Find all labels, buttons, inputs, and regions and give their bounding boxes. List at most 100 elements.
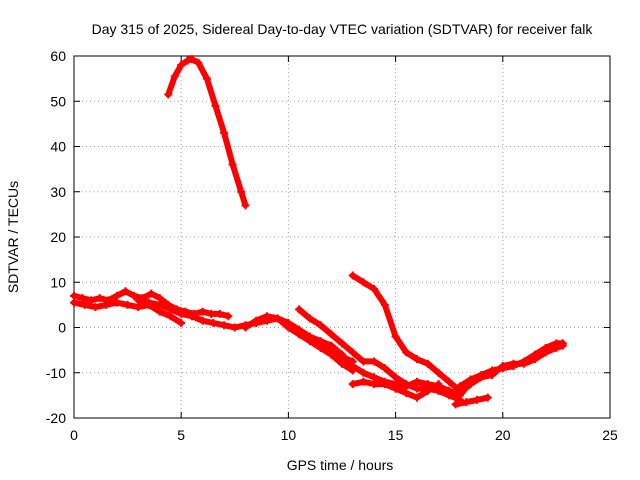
data-point [220, 128, 229, 137]
data-point [91, 303, 100, 312]
data-point [434, 368, 443, 377]
data-point [209, 318, 218, 327]
series-arc-g [295, 305, 464, 404]
x-tick-label: 5 [177, 427, 185, 443]
series-trace [165, 56, 249, 209]
data-point [483, 393, 492, 402]
data-point [273, 314, 282, 323]
data-point [423, 386, 432, 395]
series-arc-k [455, 341, 567, 398]
data-point [552, 343, 561, 352]
data-point [316, 341, 325, 350]
data-point [338, 339, 346, 348]
data-point [166, 312, 175, 321]
series-arc-c [70, 298, 186, 327]
x-tick-label: 25 [602, 427, 618, 443]
y-tick-label: -20 [46, 410, 66, 426]
data-point [164, 90, 173, 99]
series-trace [452, 394, 491, 408]
data-point [488, 371, 497, 380]
data-point [359, 368, 368, 377]
data-point [370, 373, 379, 382]
data-point [224, 312, 233, 321]
data-point [402, 348, 411, 357]
data-point [445, 377, 454, 386]
data-point [462, 398, 471, 407]
data-point [434, 380, 443, 389]
data-point [473, 395, 482, 404]
data-point [370, 357, 379, 366]
data-point [187, 55, 196, 64]
data-point [95, 294, 104, 303]
data-point [155, 307, 164, 316]
data-point [423, 359, 432, 368]
y-tick-labels: -20 -10 0 10 20 30 40 50 60 [46, 48, 66, 426]
data-point [380, 364, 389, 373]
data-point [230, 323, 239, 332]
data-point [370, 380, 379, 389]
data-point [451, 400, 460, 409]
y-tick-label: 20 [50, 229, 66, 245]
data-point [177, 318, 186, 327]
data-point [147, 289, 156, 298]
data-point [305, 314, 314, 323]
data-point [413, 384, 422, 393]
data-point [359, 357, 368, 366]
data-point [348, 271, 357, 280]
data-point [541, 348, 550, 357]
data-point [228, 160, 237, 169]
data-point [413, 377, 422, 386]
x-tick-label: 15 [388, 427, 404, 443]
chart-title: Day 315 of 2025, Sidereal Day-to-day VTE… [92, 21, 594, 37]
data-point [215, 309, 224, 318]
data-point [402, 389, 411, 398]
y-tick-label: 50 [50, 93, 66, 109]
data-point [327, 346, 336, 355]
data-point [295, 328, 304, 337]
data-point [237, 187, 246, 196]
data-point [413, 393, 422, 402]
series-arc-l [451, 393, 492, 409]
data-point [327, 330, 336, 339]
data-point [380, 380, 389, 389]
x-tick-label: 10 [281, 427, 297, 443]
data-point [477, 373, 486, 382]
data-point [413, 355, 422, 364]
data-point [187, 312, 196, 321]
data-point [338, 359, 346, 368]
data-point [252, 316, 261, 325]
data-point [338, 352, 346, 361]
data-point [520, 359, 529, 368]
data-points [70, 55, 567, 409]
data-point [121, 287, 130, 296]
data-point [80, 300, 89, 309]
data-point [445, 391, 454, 400]
data-point [170, 72, 179, 81]
data-point [455, 389, 464, 398]
series-trace [274, 315, 356, 365]
data-point [359, 377, 368, 386]
y-tick-label: 0 [58, 320, 66, 336]
data-point [155, 294, 164, 303]
axis-ticks [73, 55, 611, 419]
y-axis-label: SDTVAR / TECUs [5, 181, 21, 293]
data-point [198, 316, 207, 325]
data-point [155, 300, 164, 309]
data-point [194, 58, 203, 67]
data-point [348, 357, 357, 366]
data-point [211, 101, 220, 110]
series-arc-b [70, 287, 233, 321]
data-point [183, 56, 192, 65]
data-point [295, 305, 304, 314]
x-tick-label: 20 [495, 427, 511, 443]
data-point [70, 298, 78, 307]
data-point [78, 294, 87, 303]
data-point [402, 380, 411, 389]
data-point [391, 373, 400, 382]
data-point [70, 291, 78, 300]
data-point [134, 303, 143, 312]
data-point [391, 384, 400, 393]
data-point [370, 285, 379, 294]
x-tick-labels: 0 5 10 15 20 25 [70, 427, 618, 443]
